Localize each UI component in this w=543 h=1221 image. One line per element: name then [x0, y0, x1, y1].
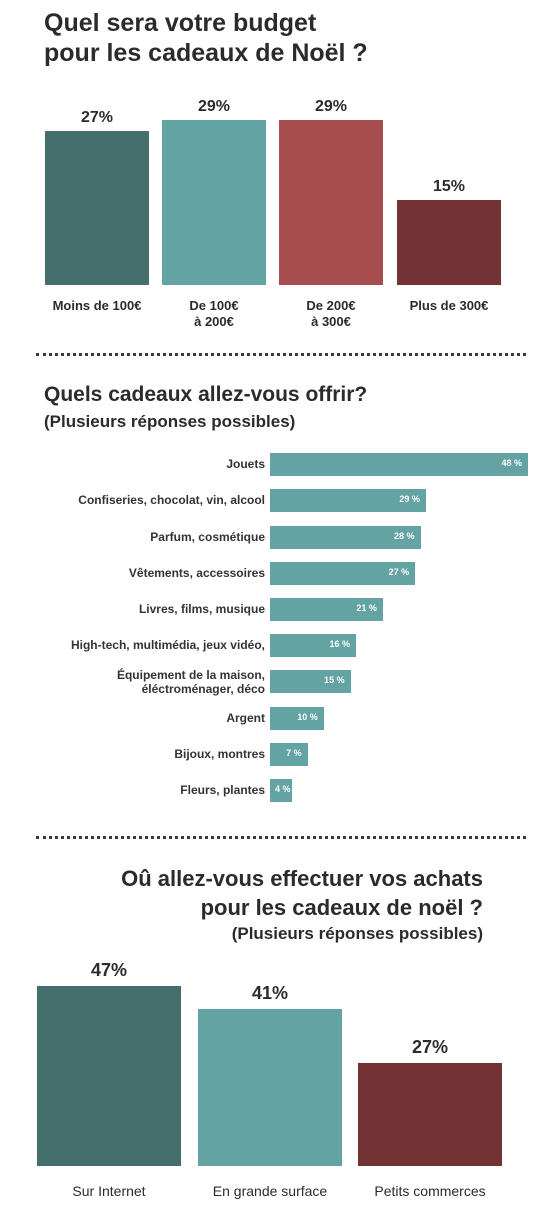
shopping-chart-subtitle: (Plusieurs réponses possibles) [231, 924, 483, 943]
gift-value-label: 7 % [286, 748, 302, 758]
gift-value-label: 28 % [393, 531, 415, 541]
budget-value-label: 15% [432, 177, 466, 195]
shopping-value-label: 27% [411, 1036, 449, 1057]
gift-bar: 16 % [270, 634, 356, 657]
budget-value-label: 29% [197, 98, 231, 115]
gifts-chart-subtitle: (Plusieurs réponses possibles) [44, 412, 296, 431]
gift-category-label: Livres, films, musique [138, 602, 265, 616]
budget-category-label: De 200€ à 300€ [306, 298, 356, 329]
gifts-chart-title: Quels cadeaux allez-vous offrir? [44, 383, 368, 406]
gift-bar: 48 % [270, 453, 528, 476]
shopping-bar [198, 1008, 342, 1166]
gift-category-label: Jouets [226, 457, 265, 471]
shopping-category-label: Sur Internet [72, 1183, 146, 1199]
gift-value-label: 4 % [274, 784, 291, 794]
gift-bar: 29 % [270, 489, 426, 512]
budget-value-label: 29% [314, 98, 348, 115]
gift-bar: 15 % [270, 670, 351, 693]
budget-bar [279, 120, 383, 285]
gift-value-label: 27 % [388, 567, 410, 577]
gift-category-label: Bijoux, montres [174, 747, 265, 761]
gift-bar: 7 % [270, 743, 308, 766]
dotted-separator [36, 836, 526, 839]
shopping-value-label: 47% [90, 960, 128, 980]
gift-bar: 10 % [270, 707, 324, 730]
gift-value-label: 48 % [501, 458, 522, 468]
gift-category-label: High-tech, multimédia, jeux vidéo, [70, 638, 265, 652]
gift-value-label: 10 % [297, 712, 318, 722]
shopping-value-label: 41% [251, 982, 289, 1003]
shopping-category-label: En grande surface [212, 1183, 328, 1199]
budget-bar [397, 199, 501, 285]
budget-category-label: Plus de 300€ [409, 298, 489, 313]
gift-category-label: Confiseries, chocolat, vin, alcool [78, 493, 265, 507]
gift-bar: 21 % [270, 598, 383, 621]
gift-value-label: 29 % [399, 494, 420, 504]
gift-value-label: 16 % [329, 639, 350, 649]
budget-bar [162, 120, 266, 285]
gift-category-label: Argent [226, 711, 265, 725]
gift-bar: 28 % [270, 526, 421, 549]
gift-value-label: 21 % [356, 603, 377, 613]
dotted-separator [36, 353, 526, 356]
gift-category-label: Vêtements, accessoires [128, 566, 265, 580]
gift-bar: 27 % [270, 562, 416, 585]
budget-value-label: 27% [80, 109, 114, 127]
budget-bar [45, 131, 149, 285]
gift-category-label: Équipement de la maison, éléctroménager,… [116, 668, 265, 696]
shopping-bar [358, 1062, 502, 1166]
shopping-chart-title: Oû allez-vous effectuer vos achats pour … [121, 866, 483, 920]
gift-bar: 4 % [270, 779, 292, 802]
gift-value-label: 15 % [324, 675, 345, 685]
gift-category-label: Fleurs, plantes [180, 783, 265, 797]
budget-chart-title: Quel sera votre budget pour les cadeaux … [44, 9, 368, 67]
gift-category-label: Parfum, cosmétique [150, 530, 265, 544]
budget-category-label: Moins de 100€ [52, 298, 142, 313]
shopping-category-label: Petits commerces [374, 1183, 486, 1199]
budget-category-label: De 100€ à 200€ [189, 298, 239, 329]
shopping-bar [37, 986, 181, 1166]
